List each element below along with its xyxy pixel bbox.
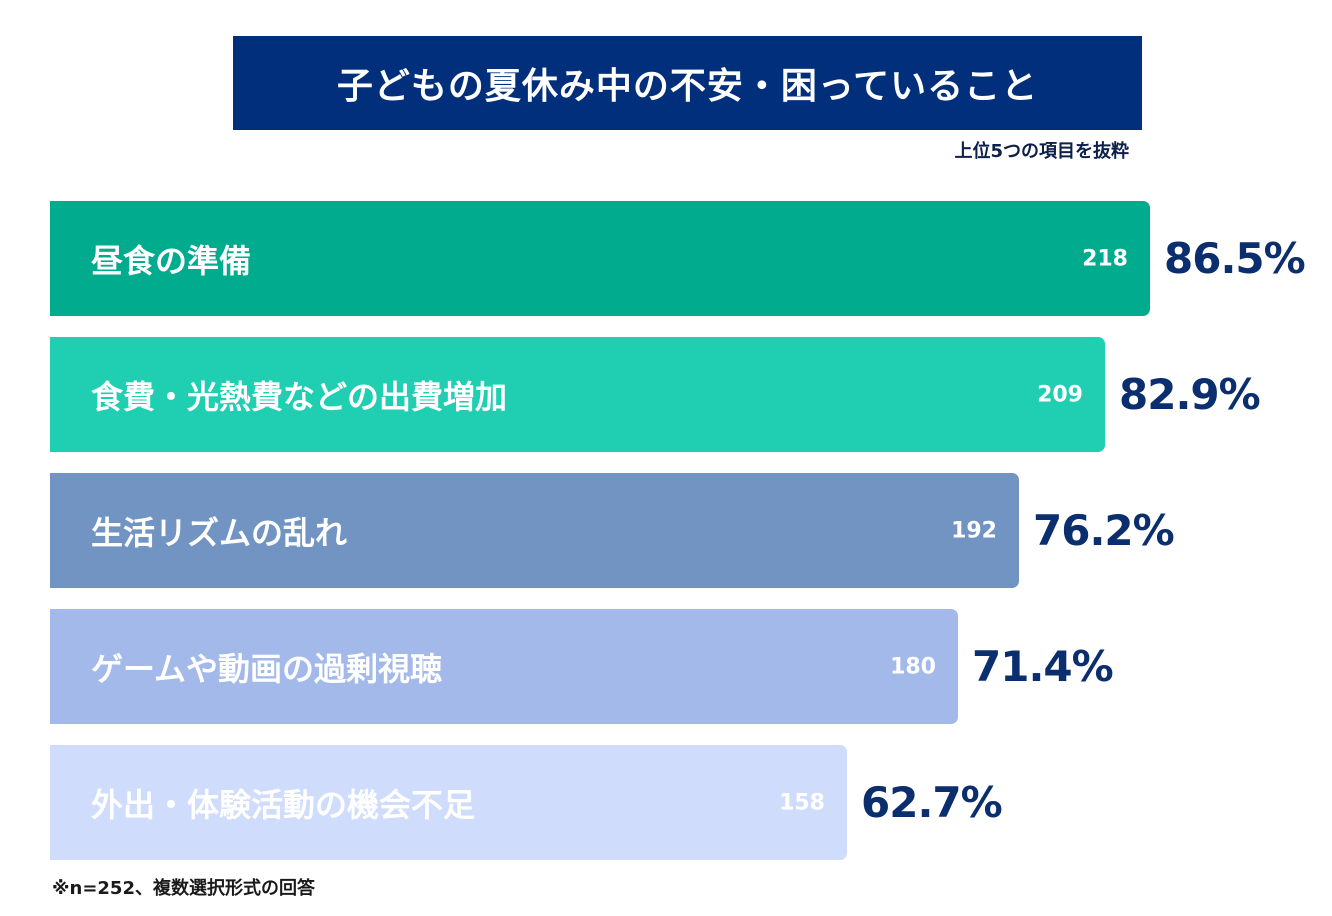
bar-percent-label: 86.5% — [1164, 234, 1306, 283]
bar-count-label: 209 — [1037, 382, 1083, 407]
bar-percent-label: 76.2% — [1033, 506, 1175, 555]
bar-category-label: 食費・光熱費などの出費増加 — [91, 377, 508, 416]
title-banner: 子どもの夏休み中の不安・困っていること — [233, 36, 1142, 130]
bar-1: 昼食の準備 218 — [50, 201, 1150, 316]
bar-count-label: 218 — [1082, 246, 1128, 271]
footnote: ※n=252、複数選択形式の回答 — [52, 878, 315, 899]
bar-4: ゲームや動画の過剰視聴 180 — [50, 609, 958, 724]
bar-category-label: 昼食の準備 — [91, 241, 252, 280]
bar-count-label: 180 — [890, 654, 936, 679]
bar-category-label: 外出・体験活動の機会不足 — [91, 785, 476, 824]
bar-5: 外出・体験活動の機会不足 158 — [50, 745, 847, 860]
chart-subtitle: 上位5つの項目を抜粋 — [954, 141, 1129, 162]
bar-percent-label: 82.9% — [1119, 370, 1261, 419]
bar-3: 生活リズムの乱れ 192 — [50, 473, 1019, 588]
chart-title: 子どもの夏休み中の不安・困っていること — [336, 66, 1039, 107]
bar-2: 食費・光熱費などの出費増加 209 — [50, 337, 1105, 452]
bar-count-label: 158 — [779, 790, 825, 815]
bar-category-label: 生活リズムの乱れ — [91, 513, 348, 552]
bar-percent-label: 62.7% — [861, 778, 1003, 827]
bar-count-label: 192 — [951, 518, 997, 543]
bar-category-label: ゲームや動画の過剰視聴 — [91, 649, 443, 688]
bar-percent-label: 71.4% — [972, 642, 1114, 691]
